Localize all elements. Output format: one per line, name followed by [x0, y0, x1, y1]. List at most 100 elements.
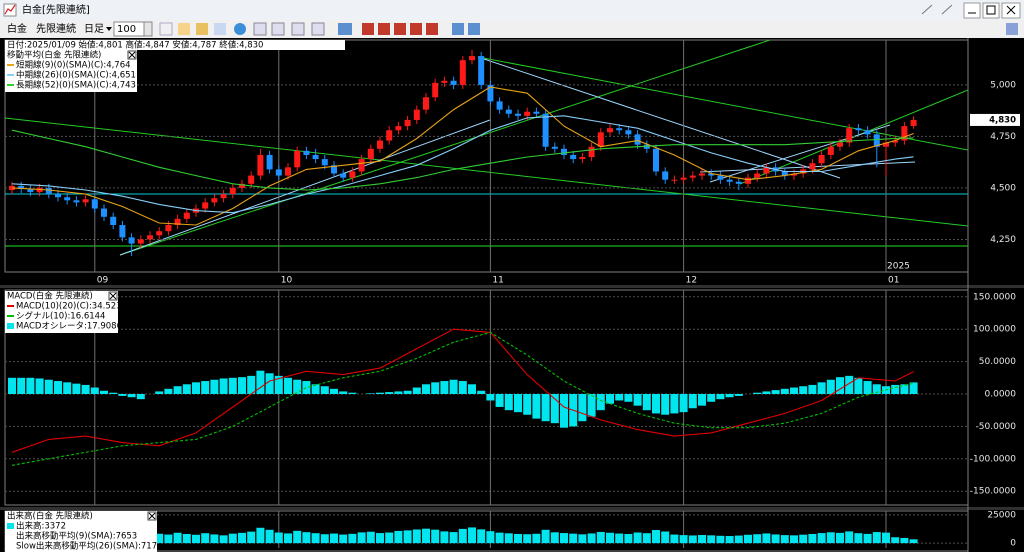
candle-body: [395, 126, 402, 131]
panel-splitter[interactable]: [0, 507, 1024, 510]
period-selector[interactable]: 日足: [84, 23, 104, 35]
oscillator-bar: [596, 394, 605, 411]
oscillator-bar: [293, 379, 302, 395]
indicator-tool-5[interactable]: [426, 23, 438, 35]
oscillator-bar: [606, 394, 614, 404]
volume-bar: [412, 529, 421, 544]
search-tool[interactable]: [1006, 23, 1018, 35]
volume-bar: [458, 528, 467, 544]
info-text: 日付:2025/01/09 始値:4,801 高値:4,847 安値:4,787…: [7, 40, 263, 51]
count-value[interactable]: 100: [117, 24, 136, 35]
y-tick-label: 50.0000: [979, 357, 1016, 367]
oscillator-bar: [900, 384, 909, 395]
y-tick-label: 4,750: [990, 132, 1016, 142]
candle-body: [708, 173, 715, 176]
indicator-tool-2[interactable]: [378, 23, 390, 35]
oscillator-bar: [836, 377, 844, 395]
text-tool[interactable]: [214, 23, 226, 35]
panel-splitter[interactable]: [0, 285, 1024, 288]
oscillator-bar: [90, 387, 99, 395]
oscillator-bar: [541, 394, 550, 422]
oscillator-bar: [661, 394, 670, 415]
oscillator-bar: [670, 394, 679, 414]
cursor-tool[interactable]: [159, 22, 173, 36]
oscillator-bar: [127, 394, 136, 398]
oscillator-bar: [495, 394, 504, 407]
legend-title: MACD(白金 先限連続): [7, 291, 93, 302]
maximize-button[interactable]: [982, 2, 1000, 19]
x-tick-label: 09: [97, 276, 109, 286]
candle-body: [561, 148, 567, 155]
trend-line: [477, 56, 841, 179]
indicator-menu[interactable]: [338, 23, 352, 35]
toolbar-icons[interactable]: [159, 22, 1018, 36]
candle-body: [358, 159, 365, 172]
oscillator-bar: [173, 386, 182, 395]
toolbar: [0, 20, 1024, 38]
scale-tool[interactable]: [468, 23, 480, 35]
candle-body: [303, 150, 310, 155]
candle-body: [432, 82, 439, 98]
volume-bar: [670, 534, 679, 544]
candle-body: [285, 167, 291, 176]
candle-body: [55, 194, 61, 198]
candle-body: [64, 197, 71, 201]
last-price-label: 4,830: [989, 115, 1016, 125]
volume-bar: [863, 533, 872, 544]
series-line: [11, 129, 914, 191]
oscillator-bar: [753, 392, 762, 395]
candle-body: [689, 175, 696, 178]
indicator-tool-1[interactable]: [362, 23, 374, 35]
volume-bar: [872, 532, 881, 544]
oscillator-bar: [817, 382, 826, 395]
candle-body: [726, 179, 733, 182]
y-tick-label: 25000: [987, 510, 1016, 520]
y-tick-label: 0: [1010, 539, 1016, 549]
window-tool[interactable]: [253, 22, 267, 36]
legend-entry: MACD(10)(20)(C):34.5230: [16, 302, 127, 312]
draw-tool[interactable]: [196, 23, 208, 35]
count-spinner[interactable]: [143, 21, 153, 37]
candle-body: [377, 140, 383, 149]
oscillator-bar: [716, 394, 725, 400]
oscillator-bar: [550, 394, 559, 424]
volume-bar: [753, 534, 762, 544]
candle-body: [110, 216, 117, 226]
window-controls[interactable]: [920, 2, 1021, 19]
candle-body: [101, 208, 107, 217]
legend-box: [5, 291, 118, 333]
volume-bar: [210, 534, 219, 544]
period-dropdown-arrow[interactable]: [106, 27, 112, 31]
volume-bar: [357, 532, 366, 544]
oscillator-bar: [247, 375, 256, 395]
oscillator-bar: [403, 390, 412, 395]
grid-tool[interactable]: [311, 22, 325, 36]
minimize-button[interactable]: [963, 2, 981, 19]
oscillator-bar: [560, 394, 568, 428]
compare-tool[interactable]: [452, 23, 464, 35]
indicator-tool-3[interactable]: [394, 23, 406, 35]
candle-body: [312, 154, 319, 160]
refresh-tool[interactable]: [234, 23, 246, 35]
oscillator-bar: [164, 388, 173, 395]
hand-tool[interactable]: [178, 23, 190, 35]
oscillator-bar: [633, 394, 642, 406]
table-tool[interactable]: [291, 22, 305, 36]
symbol-selector[interactable]: 白金: [7, 22, 27, 35]
volume-bar: [403, 530, 412, 544]
x-tick-label: 01: [888, 276, 899, 286]
volume-bar: [836, 532, 844, 544]
oscillator-bar: [422, 384, 430, 395]
volume-bar: [320, 534, 329, 544]
volume-bar: [431, 529, 440, 544]
contract-selector[interactable]: 先限連続: [36, 22, 76, 35]
info-bar: [5, 40, 345, 50]
candle-body: [18, 185, 25, 189]
volume-bar: [642, 533, 651, 544]
oscillator-bar: [118, 394, 127, 396]
indicator-tool-4[interactable]: [410, 23, 422, 35]
volume-bar: [909, 539, 918, 544]
series-line: [11, 328, 914, 453]
layout-tool[interactable]: [271, 22, 285, 36]
volume-bar: [376, 533, 384, 544]
